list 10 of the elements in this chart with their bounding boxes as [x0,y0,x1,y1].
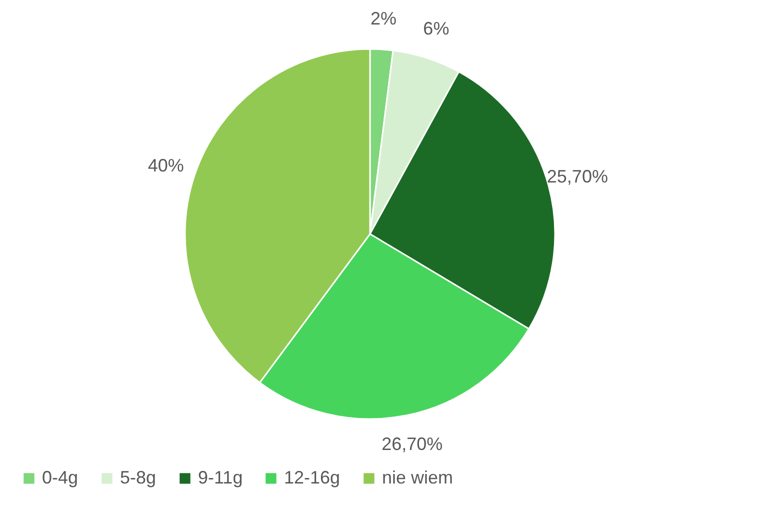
data-label: 40% [148,156,184,176]
legend-label: 5-8g [120,467,156,488]
legend-label: nie wiem [382,467,454,488]
data-label: 6% [423,18,450,38]
legend-label: 9-11g [198,467,243,488]
data-label: 2% [370,8,396,28]
data-label: 25,70% [546,166,608,186]
legend-label: 0-4g [42,467,78,488]
legend-label: 12-16g [284,467,340,488]
data-label: 26,70% [382,434,443,454]
